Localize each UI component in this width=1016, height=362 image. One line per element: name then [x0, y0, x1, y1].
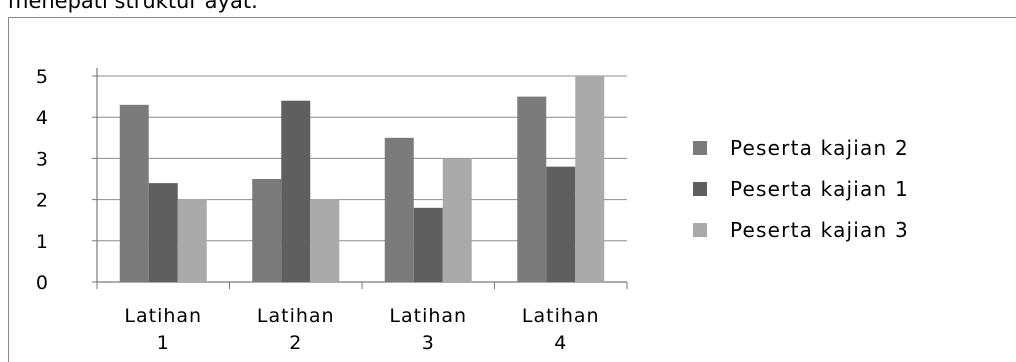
legend-swatch [693, 141, 707, 155]
bar [252, 179, 282, 282]
y-tick-label: 0 [36, 272, 48, 294]
bar [517, 96, 547, 282]
y-tick-label: 5 [36, 66, 48, 88]
legend-label: Peserta kajian 1 [730, 177, 909, 201]
legend-swatch [693, 223, 707, 237]
caption-text: menepati struktur ayat. [8, 0, 258, 13]
x-tick-label: Latihan [124, 305, 202, 327]
x-tick-label: 1 [157, 332, 170, 354]
bar [148, 183, 178, 282]
bar [442, 158, 472, 282]
bar [310, 199, 340, 282]
y-tick-label: 4 [36, 107, 48, 129]
legend-label: Peserta kajian 2 [730, 136, 909, 160]
bar [575, 76, 605, 282]
legend-swatch [693, 182, 707, 196]
y-tick-label: 3 [36, 148, 48, 170]
bar [119, 104, 149, 282]
x-tick-label: Latihan [257, 305, 335, 327]
x-tick-label: 3 [422, 332, 435, 354]
y-tick-label: 1 [36, 231, 48, 253]
x-tick-label: 2 [289, 332, 302, 354]
legend-label: Peserta kajian 3 [730, 218, 909, 242]
bar [281, 100, 311, 282]
bar [384, 137, 414, 282]
x-tick-label: Latihan [389, 305, 467, 327]
bar [177, 199, 207, 282]
x-tick-label: Latihan [522, 305, 600, 327]
bar [546, 166, 576, 282]
y-tick-label: 2 [36, 190, 48, 212]
bar [413, 207, 443, 282]
x-tick-label: 4 [554, 332, 567, 354]
